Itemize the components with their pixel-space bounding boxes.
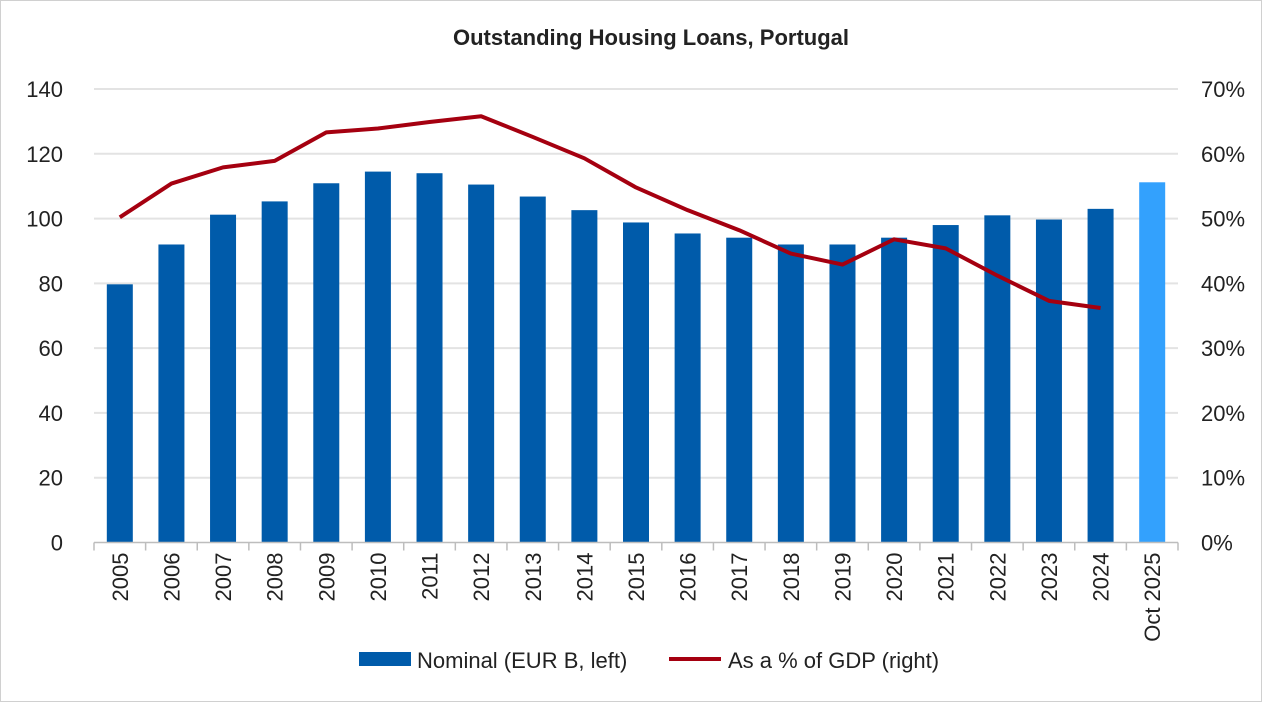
x-tick-label: 2005 <box>108 553 133 602</box>
bar-2017 <box>726 238 752 543</box>
x-tick-label: 2017 <box>727 553 752 602</box>
bar-2016 <box>675 233 701 542</box>
right-tick-label: 0% <box>1201 531 1233 556</box>
bar-2019 <box>829 244 855 542</box>
x-tick-label: 2021 <box>934 553 959 602</box>
legend-label-nominal: Nominal (EUR B, left) <box>417 648 627 673</box>
bar-2010 <box>365 172 391 543</box>
left-tick-label: 120 <box>26 142 63 167</box>
x-tick-label: 2015 <box>624 553 649 602</box>
bar-2005 <box>107 284 133 542</box>
bar-2018 <box>778 244 804 542</box>
right-tick-label: 10% <box>1201 466 1245 491</box>
x-tick-label: 2007 <box>211 553 236 602</box>
bar-2013 <box>520 197 546 543</box>
right-tick-label: 50% <box>1201 207 1245 232</box>
bar-2011 <box>417 173 443 542</box>
x-tick-label: 2013 <box>521 553 546 602</box>
x-tick-label: 2018 <box>779 553 804 602</box>
chart-title: Outstanding Housing Loans, Portugal <box>453 25 849 50</box>
bar-2020 <box>881 238 907 543</box>
x-tick-label: 2019 <box>830 553 855 602</box>
bar-2009 <box>313 183 339 542</box>
left-tick-label: 40 <box>39 401 63 426</box>
x-tick-label: 2010 <box>366 553 391 602</box>
bar-2007 <box>210 215 236 543</box>
bar-2012 <box>468 185 494 543</box>
left-tick-label: 140 <box>26 77 63 102</box>
x-tick-label: 2009 <box>314 553 339 602</box>
x-tick-label: 2020 <box>882 553 907 602</box>
legend-swatch-nominal <box>359 652 411 666</box>
left-tick-label: 20 <box>39 466 63 491</box>
bar-Oct-2025 <box>1139 182 1165 542</box>
bar-2023 <box>1036 220 1062 543</box>
bar-2006 <box>158 244 184 542</box>
right-tick-label: 40% <box>1201 271 1245 296</box>
x-tick-label: 2011 <box>418 553 443 600</box>
left-tick-label: 100 <box>26 207 63 232</box>
right-tick-label: 70% <box>1201 77 1245 102</box>
x-tick-label: 2024 <box>1089 553 1114 602</box>
x-tick-label: Oct 2025 <box>1140 553 1165 642</box>
left-tick-label: 60 <box>39 336 63 361</box>
bar-2021 <box>933 225 959 542</box>
x-tick-label: 2016 <box>676 553 701 602</box>
bar-2022 <box>984 215 1010 542</box>
bar-2015 <box>623 222 649 542</box>
bar-2008 <box>262 201 288 542</box>
left-tick-label: 80 <box>39 271 63 296</box>
right-tick-label: 30% <box>1201 336 1245 361</box>
left-tick-label: 0 <box>51 531 63 556</box>
bar-2014 <box>571 210 597 542</box>
x-tick-label: 2023 <box>1037 553 1062 602</box>
x-tick-label: 2006 <box>159 553 184 602</box>
bar-2024 <box>1088 209 1114 543</box>
x-tick-label: 2022 <box>985 553 1010 602</box>
right-tick-label: 20% <box>1201 401 1245 426</box>
legend: Nominal (EUR B, left) As a % of GDP (rig… <box>359 648 939 673</box>
x-tick-label: 2008 <box>263 553 288 602</box>
x-tick-label: 2014 <box>572 553 597 602</box>
right-tick-label: 60% <box>1201 142 1245 167</box>
x-tick-label: 2012 <box>469 553 494 602</box>
legend-label-gdp: As a % of GDP (right) <box>728 648 939 673</box>
